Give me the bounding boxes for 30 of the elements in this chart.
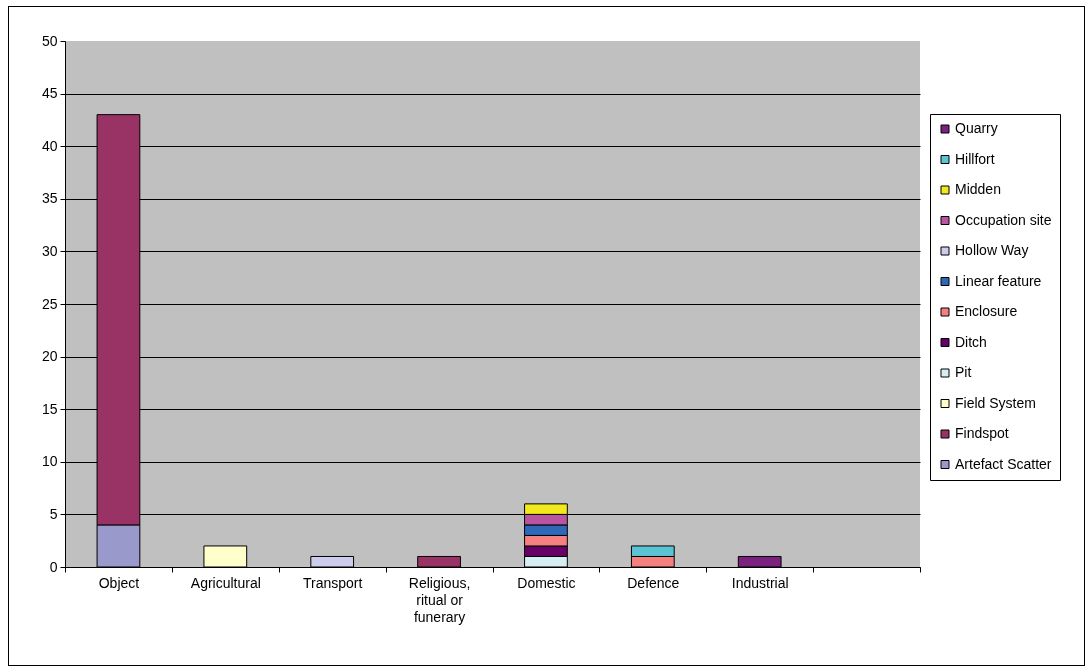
legend-label: Artefact Scatter [955, 455, 1052, 472]
y-tick-label: 50 [41, 32, 58, 49]
x-tick-label: Agricultural [190, 574, 261, 591]
legend-label: Ditch [955, 333, 987, 350]
y-tick-label: 40 [41, 137, 58, 154]
legend-label: Enclosure [955, 303, 1018, 319]
legend-label: Linear feature [955, 272, 1042, 289]
legend-label: Occupation site [955, 211, 1052, 228]
x-tick-label: Religious, ritual or funerary [408, 574, 471, 625]
x-tick-label: Defence [627, 574, 680, 591]
legend-label: Quarry [955, 120, 998, 136]
legend-label: Midden [955, 181, 1001, 197]
y-tick-label: 30 [41, 242, 58, 259]
y-tick-label: 15 [41, 400, 58, 417]
y-tick-label: 5 [49, 505, 58, 522]
x-tick-label: Industrial [731, 574, 789, 591]
y-tick-label: 10 [41, 453, 58, 470]
y-tick-label: 20 [41, 348, 58, 365]
y-tick-label: 0 [49, 558, 58, 575]
y-tick-label: 25 [41, 295, 58, 312]
x-tick-label: Object [98, 574, 140, 591]
y-tick-label: 45 [41, 85, 58, 102]
legend-label: Findspot [955, 425, 1009, 441]
legend-label: Field System [955, 394, 1036, 411]
legend-label: Hollow Way [955, 242, 1029, 258]
x-tick-label: Transport [302, 574, 363, 591]
x-tick-label: Domestic [517, 574, 576, 591]
legend-label: Pit [955, 364, 972, 380]
legend-label: Hillfort [955, 150, 995, 167]
y-tick-label: 35 [41, 190, 58, 207]
